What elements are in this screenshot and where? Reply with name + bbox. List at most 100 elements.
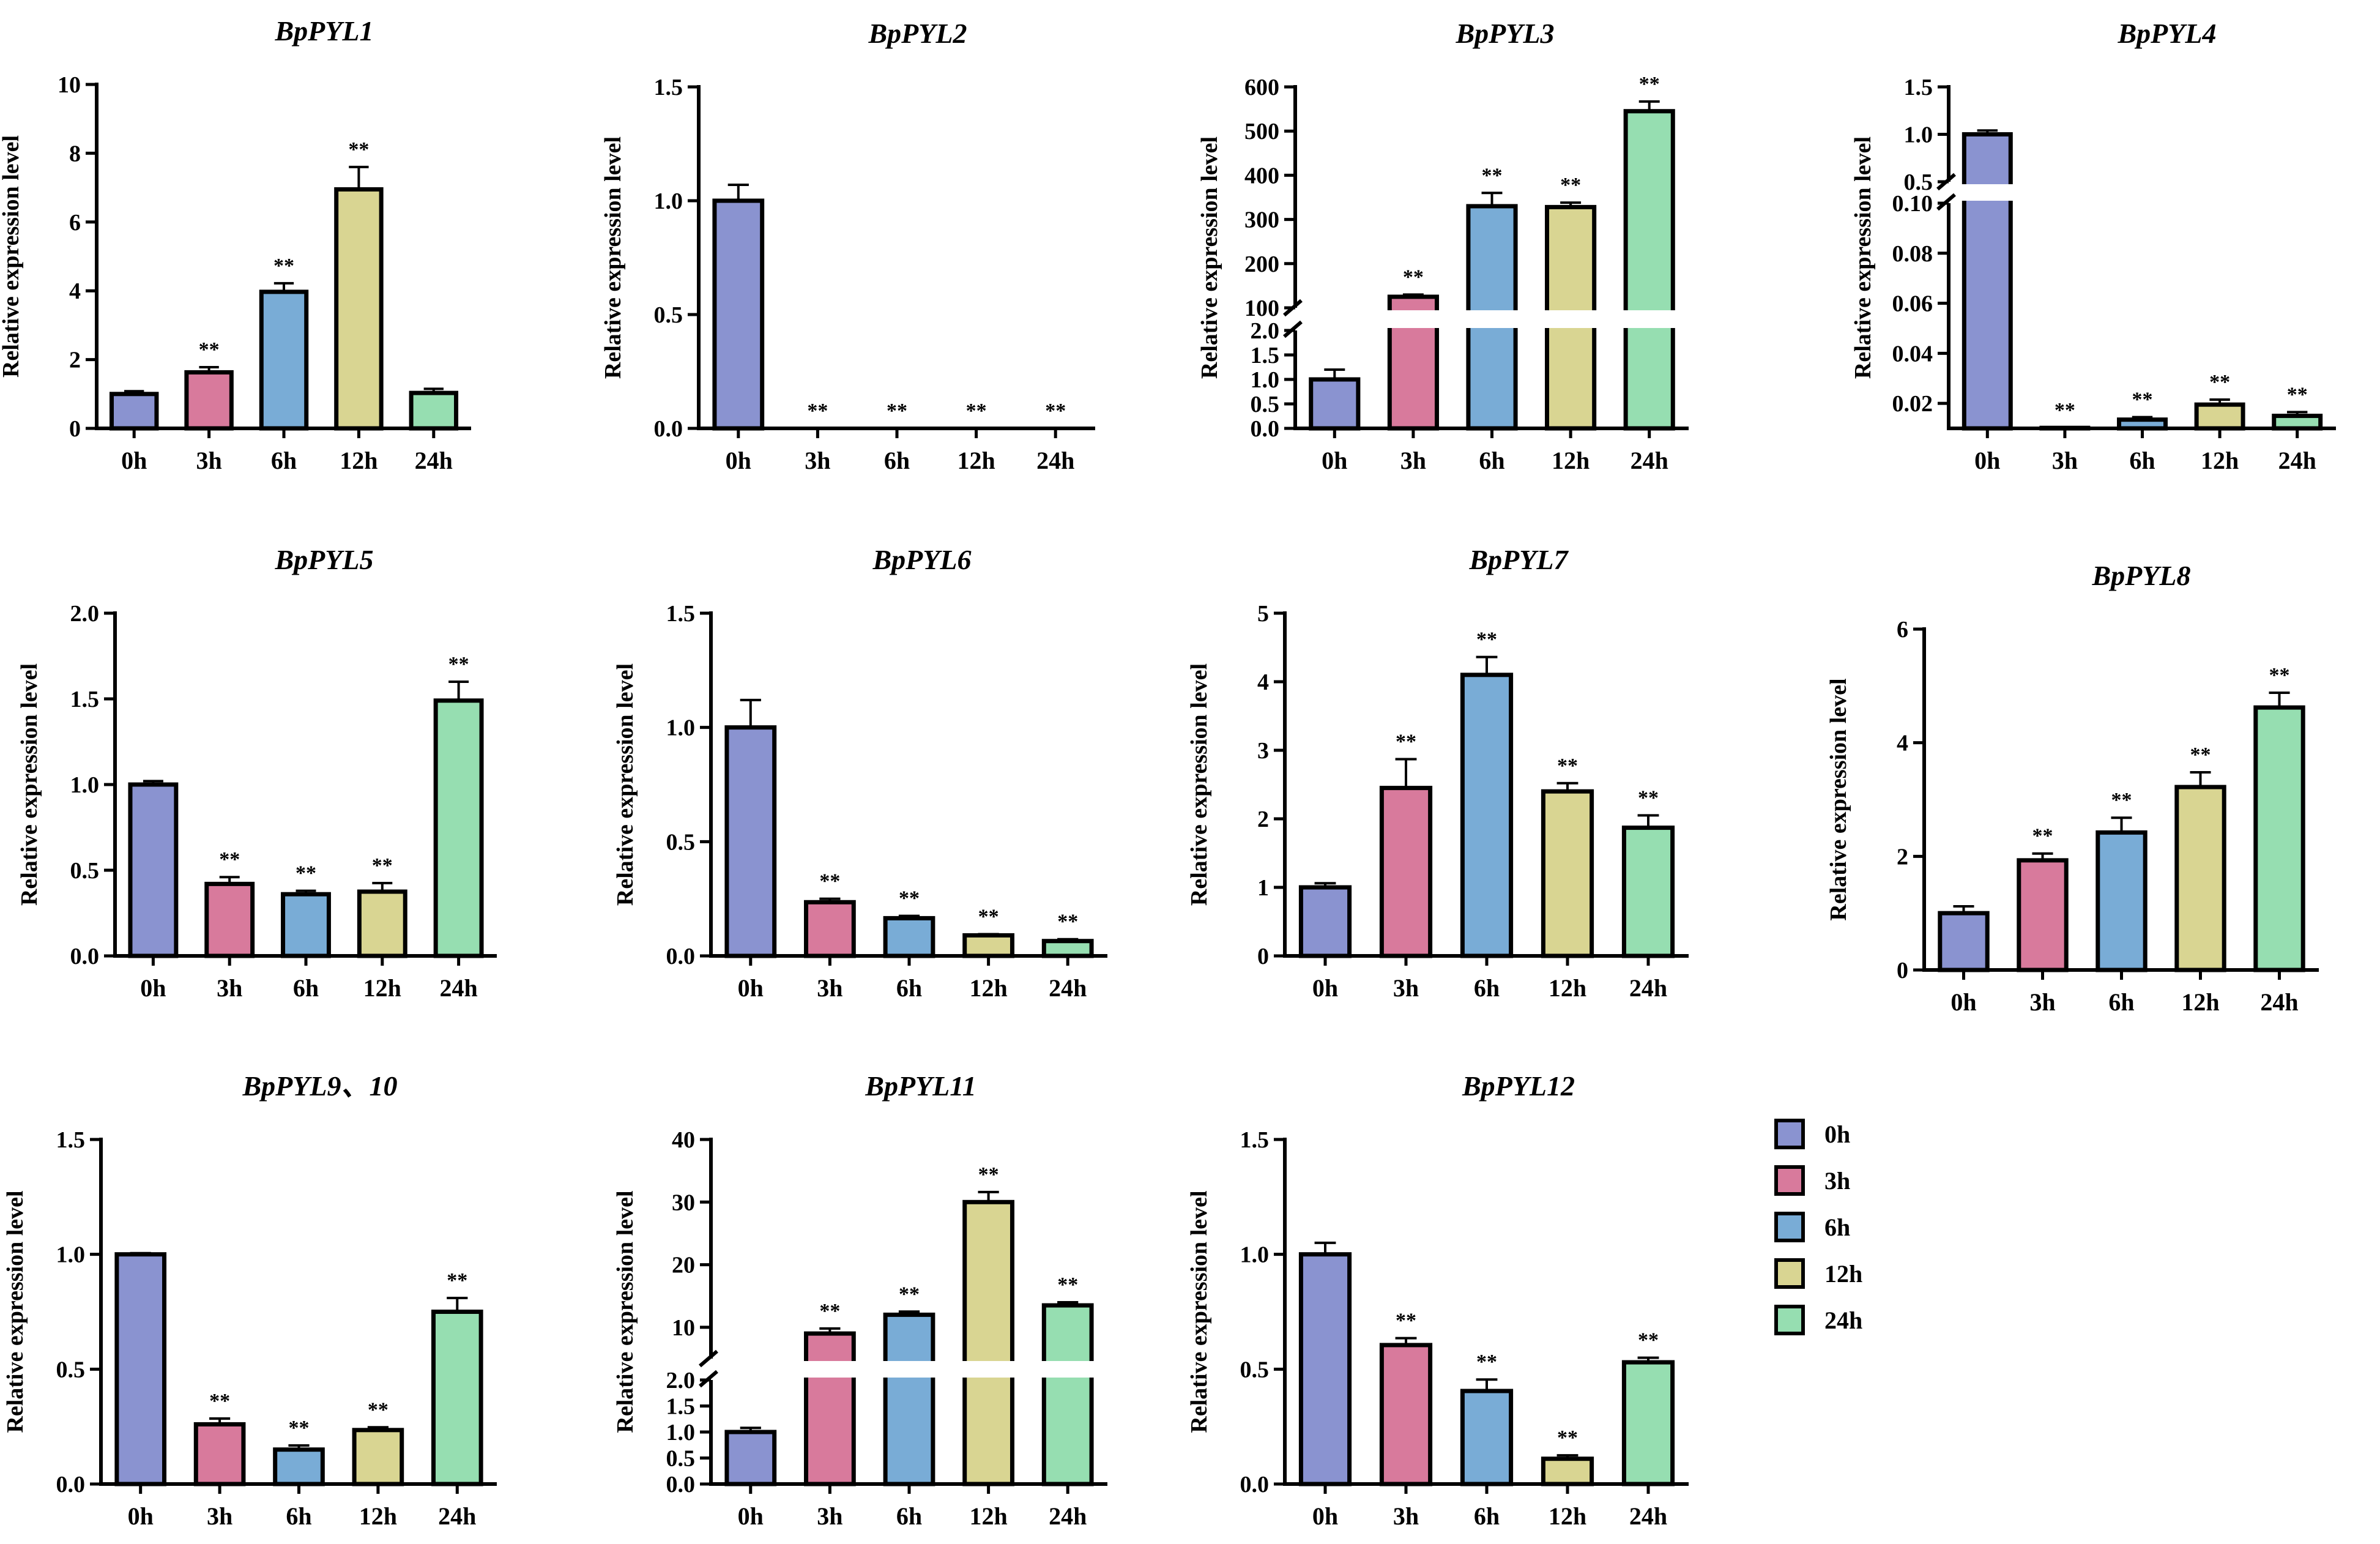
y-tick-label: 0.5: [666, 829, 696, 855]
significance-mark: **: [1476, 628, 1497, 651]
x-tick-label: 24h: [1629, 974, 1667, 1002]
significance-mark: **: [1045, 400, 1066, 422]
x-tick-label: 12h: [1549, 974, 1586, 1002]
y-tick-label: 2.0: [70, 601, 100, 627]
y-tick-label: 200: [1244, 252, 1279, 277]
bar-3h: [1379, 1343, 1433, 1486]
y-axis-label: Relative expression level: [1826, 678, 1851, 920]
y-tick-label: 0.0: [70, 944, 100, 969]
y-tick-label: 0: [1257, 944, 1269, 969]
significance-mark: **: [219, 848, 240, 871]
y-tick-label: 1.5: [1251, 343, 1280, 368]
significance-mark: **: [1396, 731, 1416, 753]
legend-label: 12h: [1824, 1260, 1862, 1288]
panel-bppyl3: BpPYL3 Relative expression level 0h ** 3h ** 6…: [1197, 18, 1691, 474]
y-tick-label: 1.5: [1240, 1127, 1270, 1153]
significance-mark: **: [2132, 389, 2153, 411]
panel-bppyl8: BpPYL8 Relative expression level 0h ** 3h ** 6…: [1826, 560, 2319, 1016]
x-tick-label: 6h: [271, 447, 297, 474]
y-tick-label: 1.5: [70, 687, 100, 712]
significance-mark: **: [372, 854, 393, 877]
x-tick-label: 6h: [1474, 974, 1500, 1002]
y-tick-label: 400: [1244, 163, 1279, 188]
panel-bppyl4: BpPYL4 Relative expression level 0h ** 3h ** 6…: [1850, 18, 2338, 474]
bar-6h: [1460, 673, 1514, 958]
legend-label: 0h: [1824, 1121, 1850, 1148]
axis-break-mark: [699, 1349, 718, 1368]
significance-mark: **: [2287, 383, 2308, 406]
y-tick-label: 0.0: [1240, 1472, 1270, 1497]
significance-mark: **: [807, 400, 828, 422]
significance-mark: **: [966, 400, 987, 422]
y-tick-label: 0.5: [1904, 170, 1933, 195]
bar-3h: [804, 1331, 856, 1486]
x-tick-label: 0h: [121, 447, 147, 474]
y-tick-label: 0.0: [666, 944, 696, 969]
axis-break-gap: [706, 1361, 1110, 1378]
x-tick-label: 12h: [2201, 447, 2239, 474]
significance-mark: **: [1638, 786, 1659, 809]
bar-12h: [2194, 402, 2245, 431]
y-axis-label: Relative expression level: [612, 1190, 638, 1433]
significance-mark: **: [819, 1300, 840, 1322]
significance-mark: **: [899, 1283, 920, 1305]
x-tick-label: 6h: [286, 1502, 311, 1530]
y-tick-label: 1.5: [666, 1394, 696, 1420]
panel-title: BpPYL12: [1462, 1070, 1575, 1102]
significance-mark: **: [1476, 1351, 1497, 1373]
x-tick-label: 24h: [1049, 1502, 1087, 1530]
panel-title: BpPYL6: [872, 544, 972, 575]
bar-0h: [712, 198, 765, 431]
x-tick-label: 0h: [726, 447, 751, 474]
x-tick-label: 6h: [896, 974, 922, 1002]
bar-24h: [1621, 1360, 1675, 1486]
y-tick-label: 0.10: [1892, 191, 1933, 217]
bar-24h: [409, 390, 459, 431]
x-tick-label: 12h: [1552, 447, 1590, 474]
y-tick-label: 2: [1897, 844, 1908, 870]
x-tick-label: 6h: [1474, 1502, 1500, 1530]
x-tick-label: 6h: [896, 1502, 922, 1530]
significance-mark: **: [887, 400, 907, 422]
bar-12h: [962, 1199, 1014, 1486]
x-tick-label: 3h: [1400, 447, 1426, 474]
y-tick-label: 0.5: [1251, 392, 1280, 417]
x-tick-label: 0h: [1312, 974, 1338, 1002]
x-tick-label: 12h: [2181, 988, 2219, 1016]
bar-3h: [804, 900, 856, 958]
axis-break-gap: [1290, 310, 1691, 328]
x-tick-label: 24h: [439, 974, 477, 1002]
y-tick-label: 1.0: [56, 1242, 86, 1268]
y-tick-label: 10: [58, 72, 81, 98]
significance-mark: **: [368, 1398, 389, 1421]
panel-bppyl2: BpPYL2 Relative expression level 0h ** 3h ** 6…: [600, 18, 1095, 474]
significance-mark: **: [1638, 1329, 1659, 1352]
y-tick-label: 1.5: [1904, 75, 1933, 100]
y-axis-label: Relative expression level: [2, 1190, 28, 1433]
x-tick-label: 0h: [128, 1502, 154, 1530]
x-tick-label: 12h: [957, 447, 995, 474]
significance-mark: **: [1557, 755, 1578, 777]
y-tick-label: 5: [1257, 601, 1269, 627]
y-tick-label: 10: [672, 1315, 695, 1341]
y-tick-label: 0.02: [1892, 391, 1933, 417]
x-tick-label: 24h: [415, 447, 453, 474]
x-tick-label: 12h: [363, 974, 401, 1002]
significance-mark: **: [2269, 664, 2290, 687]
y-axis-label: Relative expression level: [600, 136, 626, 379]
panel-bppyl9-10: BpPYL9、10 Relative expression level 0h ** 3h…: [2, 1070, 497, 1530]
panel-title: BpPYL3: [1456, 18, 1555, 49]
x-tick-label: 24h: [2278, 447, 2316, 474]
y-axis-label: Relative expression level: [0, 135, 24, 378]
x-tick-label: 0h: [140, 974, 166, 1002]
x-tick-label: 0h: [738, 974, 764, 1002]
y-tick-label: 1: [1257, 875, 1269, 901]
y-tick-label: 0.5: [56, 1357, 86, 1382]
bar-12h: [962, 933, 1014, 958]
y-tick-label: 1.0: [666, 1420, 696, 1445]
y-tick-label: 4: [1257, 669, 1269, 695]
panel-bppyl5: BpPYL5 Relative expression level 0h ** 3h ** 6…: [17, 544, 497, 1002]
panel-bppyl12: BpPYL12 Relative expression level 0h ** 3h **…: [1186, 1070, 1689, 1530]
bar-6h: [1460, 1389, 1514, 1486]
panel-bppyl11: BpPYL11 Relative expression level 0h ** 3h **…: [612, 1070, 1110, 1530]
